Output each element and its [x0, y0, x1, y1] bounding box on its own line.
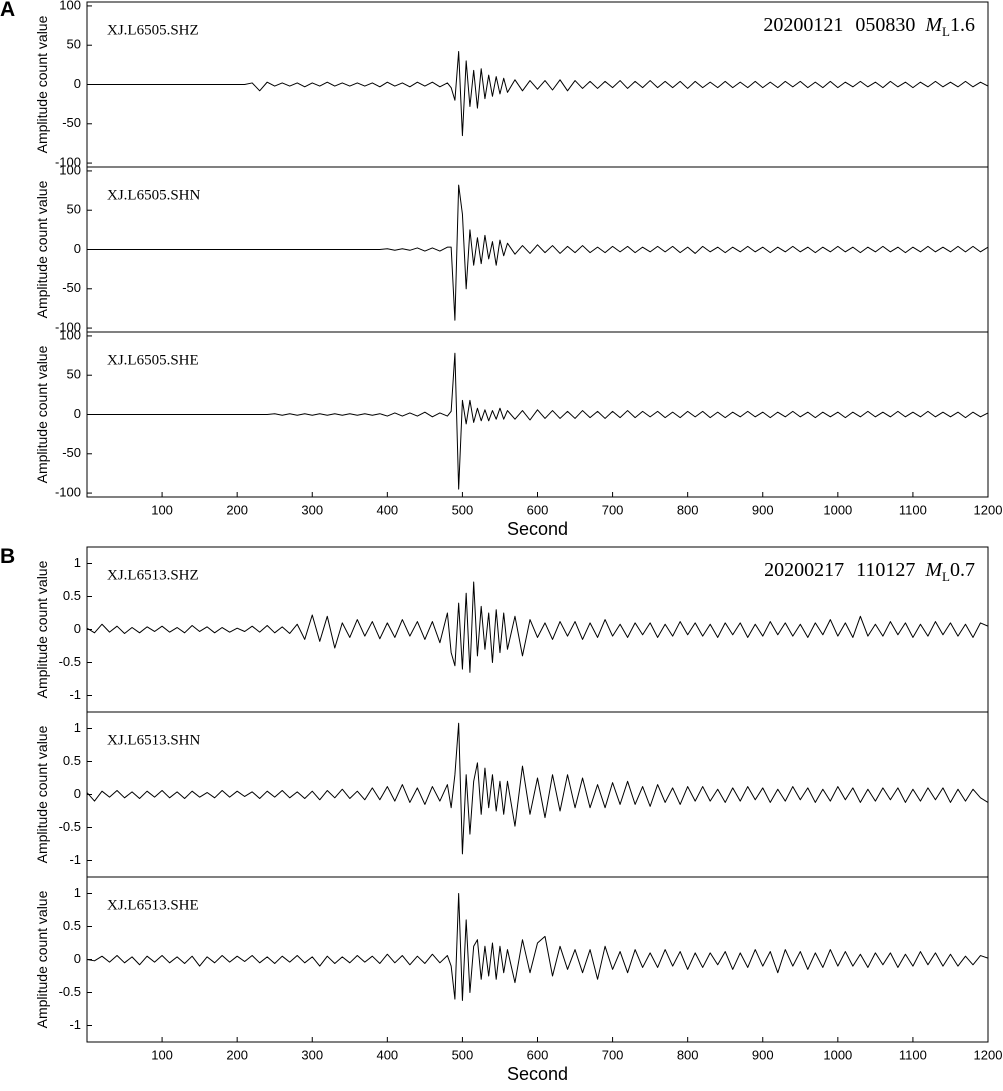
station-label: XJ.L6513.SHN	[107, 732, 201, 748]
x-tick-label: 300	[301, 502, 323, 517]
x-tick-label: 1000	[823, 502, 852, 517]
station-label: XJ.L6505.SHN	[107, 187, 201, 203]
y-tick-label: 1	[74, 885, 81, 900]
event-annotation: 20200121 050830 ML1.6	[763, 14, 975, 39]
y-tick-label: -1	[69, 852, 81, 867]
y-tick-label: 100	[59, 0, 81, 12]
y-tick-label: 0	[74, 406, 81, 421]
station-label: XJ.L6513.SHZ	[107, 567, 199, 583]
magnitude-symbol: M	[924, 559, 943, 581]
x-tick-label: 1100	[899, 1047, 927, 1062]
y-tick-label: 50	[67, 37, 81, 52]
x-tick-label: 1200	[974, 502, 1003, 517]
y-tick-label: 0	[74, 621, 81, 636]
y-tick-label: 0	[74, 76, 81, 91]
x-axis-label: Second	[507, 519, 568, 539]
x-tick-label: 100	[151, 1047, 173, 1062]
y-tick-label: -100	[55, 485, 81, 500]
x-tick-label: 800	[677, 1047, 699, 1062]
y-tick-label: 0.5	[63, 918, 81, 933]
x-tick-label: 200	[226, 1047, 248, 1062]
y-tick-label: -50	[62, 280, 81, 295]
magnitude-value: 1.6	[950, 14, 975, 36]
x-axis-label: Second	[507, 1064, 568, 1084]
y-axis-label: Amplitude count value	[34, 890, 50, 1028]
y-tick-label: -50	[62, 445, 81, 460]
y-tick-label: -50	[62, 115, 81, 130]
waveform	[87, 51, 988, 137]
y-tick-label: -0.5	[59, 819, 81, 834]
event-date: 20200121	[763, 14, 843, 36]
magnitude-subscript: L	[942, 24, 950, 39]
y-tick-label: 1	[74, 720, 81, 735]
waveform	[87, 893, 988, 1001]
magnitude-value: 0.7	[950, 559, 975, 581]
x-tick-label: 900	[752, 502, 774, 517]
event-date: 20200217	[764, 559, 844, 581]
event-time: 050830	[855, 14, 915, 36]
y-tick-label: 0	[74, 951, 81, 966]
y-tick-label: -100	[55, 155, 81, 170]
x-tick-label: 700	[602, 1047, 624, 1062]
x-tick-label: 500	[452, 502, 474, 517]
y-axis-label: Amplitude count value	[34, 345, 50, 483]
y-axis-label: Amplitude count value	[34, 725, 50, 863]
x-tick-label: 100	[151, 502, 173, 517]
x-tick-label: 1000	[823, 1047, 852, 1062]
y-tick-label: 100	[59, 327, 81, 342]
x-tick-label: 500	[452, 1047, 474, 1062]
panel-letter: B	[0, 545, 15, 568]
x-tick-label: 900	[752, 1047, 774, 1062]
event-time: 110127	[856, 559, 915, 581]
waveform	[87, 722, 988, 855]
y-tick-label: 0	[74, 786, 81, 801]
waveform	[87, 352, 988, 490]
y-tick-label: -0.5	[59, 984, 81, 999]
x-tick-label: 400	[376, 502, 398, 517]
x-tick-label: 700	[602, 502, 624, 517]
y-tick-label: 0.5	[63, 588, 81, 603]
station-label: XJ.L6513.SHE	[107, 897, 199, 913]
y-axis-label: Amplitude count value	[34, 180, 50, 318]
x-tick-label: 400	[376, 1047, 398, 1062]
magnitude-symbol: M	[924, 14, 943, 36]
plot-frame	[86, 711, 989, 878]
y-axis-label: Amplitude count value	[34, 560, 50, 698]
magnitude-subscript: L	[942, 569, 950, 584]
y-tick-label: 0.5	[63, 753, 81, 768]
y-tick-label: -100	[55, 320, 81, 335]
station-label: XJ.L6505.SHE	[107, 352, 199, 368]
event-annotation: 20200217 110127 ML0.7	[764, 559, 975, 584]
station-label: XJ.L6505.SHZ	[107, 22, 199, 38]
y-tick-label: -0.5	[59, 654, 81, 669]
waveform	[87, 184, 988, 321]
x-tick-label: 600	[527, 502, 549, 517]
plot-frame	[86, 546, 989, 713]
y-tick-label: 1	[74, 555, 81, 570]
y-tick-label: -1	[69, 687, 81, 702]
x-tick-label: 1200	[974, 1047, 1003, 1062]
waveform	[87, 581, 988, 673]
x-tick-label: 600	[527, 1047, 549, 1062]
y-tick-label: -1	[69, 1017, 81, 1032]
x-tick-label: 300	[301, 1047, 323, 1062]
y-tick-label: 100	[59, 162, 81, 177]
x-tick-label: 200	[226, 502, 248, 517]
y-tick-label: 50	[67, 367, 81, 382]
x-tick-label: 1100	[899, 502, 927, 517]
y-axis-label: Amplitude count value	[34, 15, 50, 153]
y-tick-label: 50	[67, 202, 81, 217]
y-tick-label: 0	[74, 241, 81, 256]
panel-letter: A	[0, 0, 15, 21]
plot-frame	[86, 876, 989, 1043]
x-tick-label: 800	[677, 502, 699, 517]
